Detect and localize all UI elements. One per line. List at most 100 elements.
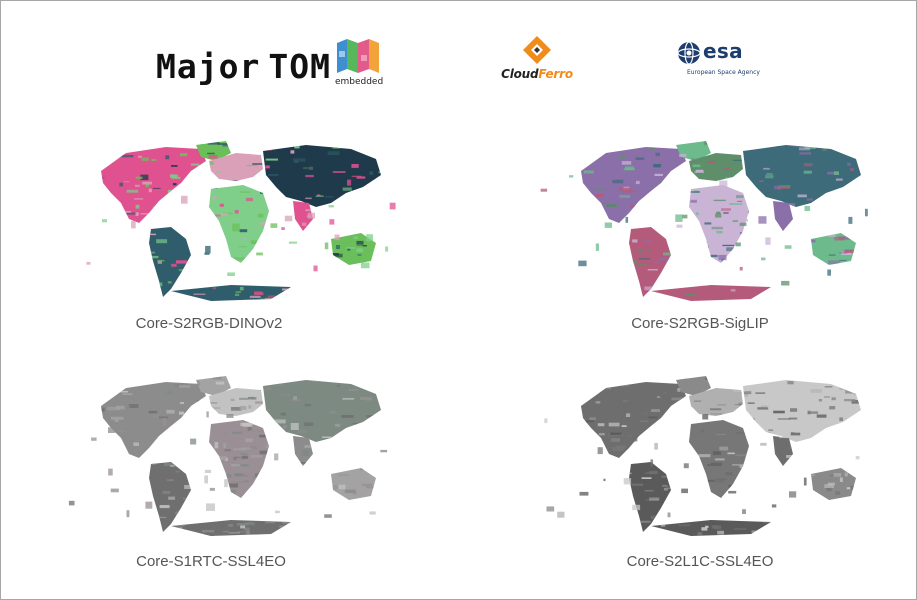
landmass [209,388,263,416]
world-map-s1rtc [68,376,388,536]
ocean-tile [304,422,314,426]
ocean-tile [227,272,235,276]
ocean-tile [781,185,791,188]
ocean-tile [827,269,831,276]
ocean-tile [145,501,153,509]
esa-globe-icon [677,41,701,65]
ocean-tile [676,224,683,228]
ocean-tile [728,490,737,494]
ocean-tile [839,477,843,482]
ocean-tile [865,208,868,217]
ocean-tile [135,176,143,179]
ocean-tile [771,504,777,508]
ocean-tile [803,477,807,486]
ocean-tile [334,234,340,241]
ocean-tile [625,216,629,223]
map-panel [31,131,411,306]
landmass [773,436,793,466]
ocean-tile [695,212,699,216]
map-panel [511,131,891,306]
esa-logo-word: esa [703,39,743,63]
ocean-tile [735,242,741,247]
ocean-tile [804,205,811,211]
ocean-tile [126,510,130,518]
ocean-tile [329,219,335,225]
ocean-tile [223,443,227,449]
ocean-tile [232,223,240,232]
ocean-tile [717,490,722,496]
ocean-tile [604,222,612,228]
cloudferro-logo: CloudFerro [495,35,579,81]
ocean-tile [784,245,792,249]
ocean-tile [205,245,211,254]
ocean-tile [855,456,860,460]
ocean-tile [540,188,548,192]
ocean-tile [290,423,299,430]
ocean-tile [603,478,606,482]
landmass [743,145,861,207]
ocean-tile [68,500,75,506]
majortom-logo-subtitle: embedded [334,77,384,87]
landmass [689,153,743,181]
ocean-tile [632,504,641,511]
ocean-tile [718,254,727,261]
ocean-tile [301,449,309,456]
esa-logo: esa European Space Agency [677,39,777,83]
cloudferro-logo-word-ferro: Ferro [538,67,573,81]
landmass [743,380,861,442]
ocean-tile [361,262,370,269]
ocean-tile [226,414,234,418]
landmass [196,141,231,161]
ocean-tile [683,463,689,469]
landmass [293,201,313,231]
ocean-tile [389,202,396,210]
ocean-tile [557,511,565,518]
ocean-tile [206,503,215,511]
ocean-tile [781,280,790,286]
ocean-tile [646,249,651,252]
ocean-tile [569,175,574,178]
ocean-tile [274,453,279,461]
landmass [149,227,191,297]
ocean-tile [131,220,136,229]
ocean-tile [284,215,293,222]
ocean-tile [761,257,766,261]
landmass [581,147,686,223]
cloudferro-diamond-icon [523,36,551,64]
ocean-tile [623,478,632,485]
cloudferro-logo-word-cloud: Cloud [501,67,539,81]
ocean-tile [654,442,658,450]
ocean-tile [366,234,373,242]
ocean-tile [288,241,297,244]
landmass [171,520,291,536]
ocean-tile [181,195,188,204]
ocean-tile [578,260,587,267]
ocean-tile [162,418,167,426]
ocean-tile [280,412,286,416]
ocean-tile [206,411,209,418]
ocean-tile [324,242,329,250]
ocean-tile [204,252,210,255]
ocean-tile [293,175,297,180]
landmass [581,382,686,458]
landmass [331,468,376,500]
ocean-tile [214,442,219,449]
map-caption: Core-S2RGB-SigLIP [631,315,769,332]
ocean-tile [275,510,280,514]
ocean-tile [719,180,728,189]
ocean-tile [675,214,683,222]
ocean-tile [385,246,389,252]
ocean-tile [789,491,797,498]
landmass [263,380,381,442]
ocean-tile [758,216,767,224]
ocean-tile [190,438,197,445]
ocean-tile [307,212,315,219]
landmass [676,376,711,396]
ocean-tile [91,437,97,441]
landmass [629,462,671,532]
esa-logo-subtitle: European Space Agency [687,69,760,76]
landmass [811,233,856,265]
ocean-tile [347,179,352,186]
majortom-map-icon: embedded [335,37,383,87]
landmass [773,201,793,231]
